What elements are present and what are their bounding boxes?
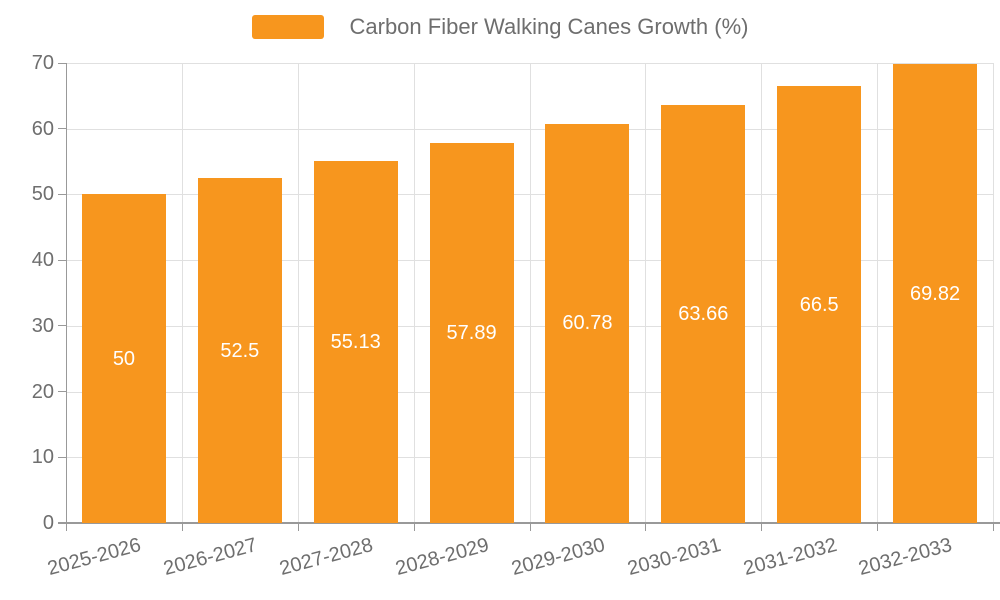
- y-axis-tick: [58, 128, 66, 130]
- y-axis-label: 70: [31, 52, 54, 74]
- bar: 57.89: [429, 142, 514, 523]
- y-axis-tick: [58, 259, 66, 261]
- y-axis-tick: [58, 193, 66, 195]
- legend-swatch: [251, 15, 324, 39]
- x-axis-tick: [761, 523, 763, 531]
- bar-value-label: 63.66: [678, 302, 729, 325]
- bar: 50: [81, 194, 166, 523]
- bar-value-label: 50: [112, 347, 136, 370]
- y-axis-tick: [58, 62, 66, 64]
- x-axis-label: 2025-2026: [45, 534, 144, 581]
- y-axis-label: 30: [31, 314, 54, 337]
- y-axis-tick: [58, 456, 66, 458]
- gridline-vertical: [761, 63, 763, 523]
- x-axis-label: 2029-2030: [509, 534, 608, 581]
- y-axis-tick: [58, 325, 66, 327]
- x-axis-label: 2031-2032: [740, 534, 839, 581]
- bar: 52.5: [197, 178, 282, 523]
- y-axis-label: 40: [31, 249, 54, 272]
- y-axis-line: [66, 63, 67, 531]
- gridline-vertical: [181, 63, 183, 523]
- gridline-vertical: [877, 63, 879, 523]
- x-axis-tick: [66, 523, 67, 531]
- gridline-vertical: [297, 63, 299, 523]
- y-axis-label: 0: [42, 512, 54, 534]
- x-axis-label: 2032-2033: [856, 534, 955, 581]
- x-axis-tick: [413, 523, 415, 531]
- x-axis-tick: [645, 523, 647, 531]
- y-axis-label: 20: [31, 380, 54, 403]
- gridline-vertical: [645, 63, 647, 523]
- x-axis-line: [58, 522, 1000, 524]
- gridline-vertical: [529, 63, 531, 523]
- y-axis-tick: [58, 522, 66, 524]
- bar: 60.78: [545, 123, 630, 523]
- x-axis-label: 2030-2031: [624, 534, 724, 581]
- x-axis-tick: [181, 523, 183, 531]
- y-axis-label: 50: [31, 183, 54, 206]
- gridline-vertical: [993, 63, 994, 523]
- bar-value-label: 52.5: [220, 339, 260, 362]
- bar-value-label: 60.78: [562, 312, 613, 335]
- x-axis-tick: [529, 523, 531, 531]
- bar-value-label: 55.13: [330, 330, 381, 353]
- legend-label: Carbon Fiber Walking Canes Growth (%): [349, 14, 749, 39]
- bar: 55.13: [313, 160, 398, 523]
- x-axis-tick: [993, 523, 994, 531]
- bar: 66.5: [777, 86, 862, 523]
- y-axis-tick: [58, 391, 66, 393]
- x-axis-label: 2028-2029: [393, 534, 492, 581]
- x-axis-label: 2026-2027: [161, 534, 260, 581]
- x-axis-tick: [877, 523, 879, 531]
- bar-value-label: 69.82: [910, 282, 961, 305]
- bar: 63.66: [661, 104, 746, 523]
- gridline-vertical: [413, 63, 415, 523]
- bar-value-label: 57.89: [446, 321, 497, 344]
- x-axis-label: 2027-2028: [277, 534, 376, 581]
- bar-value-label: 66.5: [799, 293, 839, 316]
- legend-item[interactable]: Carbon Fiber Walking Canes Growth (%): [0, 14, 1000, 40]
- y-axis-label: 10: [31, 446, 54, 469]
- bar: 69.82: [893, 64, 978, 523]
- x-axis-tick: [297, 523, 299, 531]
- y-axis-label: 60: [31, 117, 54, 140]
